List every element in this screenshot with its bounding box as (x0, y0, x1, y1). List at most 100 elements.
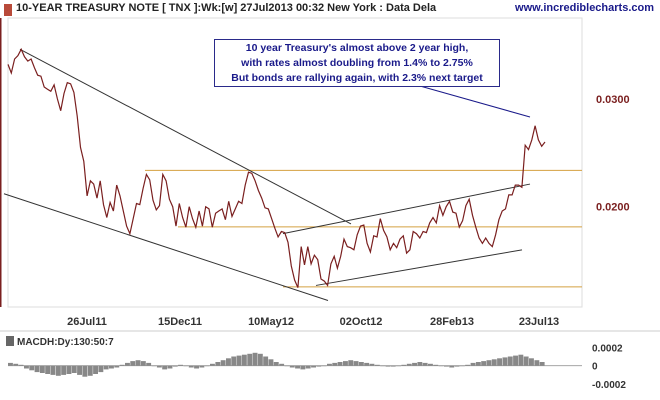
macd-label-text: MACDH:Dy:130:50:7 (17, 337, 114, 348)
macd-bar (284, 365, 290, 367)
trendline (19, 48, 352, 225)
macd-bar (188, 365, 194, 368)
macd-bar (358, 362, 364, 366)
macd-bar (103, 365, 109, 370)
macd-bar (385, 365, 391, 367)
trendline (282, 183, 531, 235)
macd-bar (502, 357, 508, 366)
macd-bar (449, 365, 455, 368)
plot-area (7, 17, 583, 308)
macd-bar (279, 363, 285, 366)
macd-axis-labels: 0.0002 0 -0.0002 (592, 343, 626, 391)
x-tick-label: 02Oct12 (340, 316, 383, 328)
x-tick-label: 15Dec11 (158, 316, 202, 328)
macd-bar (93, 365, 98, 374)
macd-bar (337, 362, 343, 366)
trendlines (3, 48, 531, 302)
macd-bar (55, 365, 61, 376)
macd-bar (390, 365, 396, 367)
macd-bar (226, 358, 231, 366)
macd-bar (77, 365, 82, 375)
macd-bar (162, 365, 168, 370)
macd-bar (156, 365, 162, 368)
macd-bar (119, 364, 125, 366)
macd-bar (523, 356, 529, 366)
macd-bar (172, 365, 178, 367)
macd-bar (252, 352, 258, 366)
header-marker (4, 4, 12, 16)
macd-label: MACDH:Dy:130:50:7 (6, 336, 114, 348)
chart-title: 10-YEAR TREASURY NOTE [ TNX ]:Wk:[w] 27J… (16, 2, 437, 14)
macd-bar (396, 365, 401, 367)
macd-bar (475, 362, 481, 366)
macd-bar (268, 359, 274, 366)
annotation-line-1: 10 year Treasury's almost above 2 year h… (245, 42, 469, 54)
macd-bar (146, 362, 152, 366)
macd-bar (82, 365, 88, 377)
support-levels (145, 169, 582, 288)
macd-bar (311, 365, 316, 368)
y-tick-label: 0.0300 (596, 94, 630, 106)
macd-bar (459, 365, 465, 367)
macd-bar (374, 364, 380, 366)
macd-bar (470, 362, 476, 366)
macd-bar (130, 361, 136, 366)
price-line (7, 47, 546, 288)
macd-bar (465, 364, 471, 366)
macd-bar (422, 362, 428, 366)
macd-bar (183, 365, 189, 367)
macd-bar (454, 365, 460, 367)
macd-bar (18, 364, 24, 366)
macd-bar (257, 353, 263, 366)
macd-bar (534, 360, 540, 366)
macd-tick-label: -0.0002 (592, 380, 626, 391)
macd-bar (140, 361, 146, 366)
macd-bar (332, 362, 338, 366)
macd-bar (34, 365, 40, 373)
macd-bar (24, 365, 29, 369)
macd-bar (13, 363, 19, 366)
macd-bar (364, 362, 370, 366)
macd-bar (513, 355, 518, 366)
macd-bar (236, 355, 242, 366)
x-tick-label: 28Feb13 (430, 316, 474, 328)
macd-bar (491, 359, 497, 366)
macd-bar (29, 365, 35, 371)
macd-bar (380, 365, 386, 367)
macd-bar (321, 365, 327, 367)
macd-bar (273, 362, 279, 366)
macd-bar (247, 353, 253, 366)
macd-bar (486, 360, 492, 366)
chart-frame (0, 17, 660, 332)
macd-bar (305, 365, 311, 369)
x-axis-labels: 26Jul11 15Dec11 10May12 02Oct12 28Feb13 23Jul… (67, 316, 559, 328)
macd-bar (417, 362, 423, 366)
macd-tick-label: 0 (592, 362, 598, 373)
macd-bar (135, 360, 141, 366)
macd-bar (215, 362, 221, 366)
annotation-line-2: with rates almost doubling from 1.4% to … (241, 57, 473, 69)
macd-bar (507, 356, 513, 366)
macd-bar (125, 362, 130, 366)
macd-bar (178, 364, 183, 366)
x-tick-label: 10May12 (248, 316, 294, 328)
macd-bar (45, 365, 51, 374)
macd-bar (231, 356, 237, 366)
y-axis-labels: 0.0300 0.0200 (596, 94, 630, 214)
macd-bar (220, 360, 226, 366)
site-url[interactable]: www.incrediblecharts.com (515, 2, 654, 14)
macd-bar (343, 361, 348, 366)
macd-bar (481, 361, 487, 366)
y-tick-label: 0.0200 (596, 202, 630, 214)
macd-bar (109, 365, 114, 369)
annotation-line-3: But bonds are rallying again, with 2.3% … (231, 72, 483, 84)
macd-tick-label: 0.0002 (592, 343, 623, 354)
macd-bar (369, 363, 375, 366)
macd-bar (327, 363, 332, 366)
macd-bar (428, 363, 433, 366)
x-tick-label: 23Jul13 (519, 316, 559, 328)
macd-bar (210, 363, 215, 366)
macd-bar (401, 364, 407, 366)
macd-bar (529, 358, 534, 366)
